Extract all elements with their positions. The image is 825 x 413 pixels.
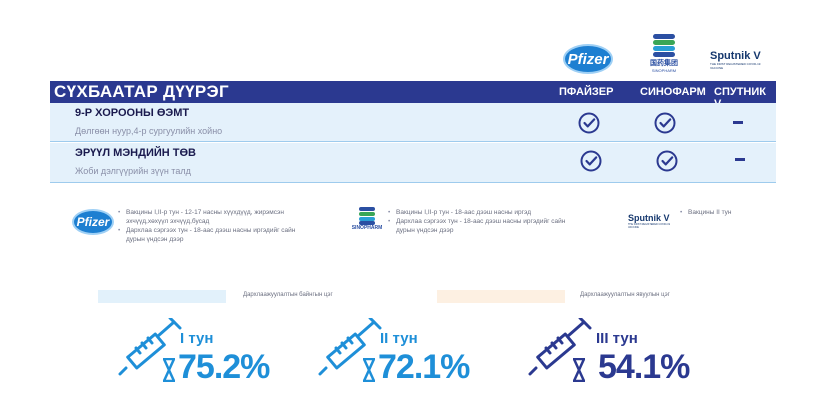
pfizer-info-item: Вакцины I,II-р тун - 12-17 насны хүүхдүү…	[118, 208, 308, 226]
legend-label-permanent: Дархлаажуулалтын байнгын цэг	[243, 292, 333, 298]
pfizer-logo-small: Pfizer	[72, 209, 114, 235]
hourglass-icon	[162, 358, 176, 382]
sinopharm-mark-icon	[653, 34, 675, 58]
dose-1-percent: 75.2%	[178, 348, 270, 386]
table-header: СҮХБААТАР ДҮҮРЭГ ПФАЙЗЕР СИНОФАРМ СПУТНИ…	[50, 81, 776, 110]
sputnik-logo: Sputnik V THE FIRST REGISTERED COVID-19 …	[710, 50, 772, 70]
district-title: СҮХБААТАР ДҮҮРЭГ	[54, 82, 229, 101]
location-address: Жоби дэлгүүрийн зүүн талд	[75, 166, 191, 176]
legend-swatch-mobile	[437, 290, 565, 303]
syringe-icon	[528, 318, 592, 376]
sinopharm-logo: 国药集团 SINOPHARM	[644, 34, 684, 76]
syringe-icon	[118, 318, 182, 376]
location-name: 9-Р ХОРООНЫ ӨЭМТ	[75, 107, 190, 119]
sputnik-logo-small-sub: THE FIRST REGISTERED COVID-19 VACCINE	[628, 223, 671, 229]
syringe-icon	[318, 318, 382, 376]
sputnik-logo-small-text: Sputnik V	[628, 213, 670, 223]
dose-3-percent: 54.1%	[598, 348, 690, 386]
location-address: Дөлгөөн нуур,4-р сургуулийн хойно	[75, 126, 223, 136]
legend-label-mobile: Дархлаажуулалтын явуулын цэг	[580, 292, 670, 298]
pfizer-logo-small-text: Pfizer	[76, 215, 110, 229]
column-sinopharm: СИНОФАРМ	[640, 86, 706, 98]
location-name: ЭРҮҮЛ МЭНДИЙН ТӨВ	[75, 147, 196, 159]
sputnik-logo-text: Sputnik V	[710, 50, 761, 62]
sputnik-logo-sub: THE FIRST REGISTERED COVID-19 VACCINE	[710, 62, 761, 70]
sinopharm-info-item: Дархлаа сэргээх тун - 18-аас дээш насны …	[388, 217, 568, 235]
dose-1-block: I тун 75.2%	[118, 318, 278, 388]
sputnik-info-list: Вакцины II тун	[680, 208, 770, 217]
pfizer-info-item: Дархлаа сэргээх тун - 18-аас дээш насны …	[118, 226, 308, 244]
dose-3-block: III тун 54.1%	[528, 318, 690, 388]
sinopharm-logo-small: SINOPHARM	[350, 207, 384, 231]
pfizer-logo: Pfizer	[563, 44, 613, 74]
dose-1-label: I тун	[180, 330, 214, 347]
dose-2-label: II тун	[380, 330, 418, 347]
check-circle-icon	[654, 112, 676, 134]
dose-3-label: III тун	[596, 330, 638, 347]
sinopharm-logo-cn: 国药集团	[650, 60, 678, 67]
sinopharm-info-item: Вакцины I,II-р тун - 18-аас дээш насны и…	[388, 208, 568, 217]
sinopharm-logo-en: SINOPHARM	[651, 68, 677, 73]
sputnik-logo-small: Sputnik V THE FIRST REGISTERED COVID-19 …	[628, 213, 678, 229]
sinopharm-logo-small-text: SINOPHARM	[351, 225, 383, 231]
hourglass-icon	[572, 358, 586, 382]
pfizer-logo-text: Pfizer	[567, 50, 609, 68]
pfizer-info-list: Вакцины I,II-р тун - 12-17 насны хүүхдүү…	[118, 208, 308, 244]
dose-2-percent: 72.1%	[378, 348, 470, 386]
not-available-dash-icon	[735, 158, 745, 161]
sinopharm-info-list: Вакцины I,II-р тун - 18-аас дээш насны и…	[388, 208, 568, 235]
hourglass-icon	[362, 358, 376, 382]
sinopharm-mark-icon	[359, 207, 375, 225]
check-circle-icon	[578, 112, 600, 134]
sputnik-info-item: Вакцины II тун	[680, 208, 770, 217]
check-circle-icon	[656, 150, 678, 172]
column-pfizer: ПФАЙЗЕР	[559, 86, 614, 98]
table-row: 9-Р ХОРООНЫ ӨЭМТ Дөлгөөн нуур,4-р сургуу…	[50, 103, 776, 142]
dose-2-block: II тун 72.1%	[318, 318, 478, 388]
table-row: ЭРҮҮЛ МЭНДИЙН ТӨВ Жоби дэлгүүрийн зүүн т…	[50, 143, 776, 183]
legend-swatch-permanent	[98, 290, 226, 303]
check-circle-icon	[580, 150, 602, 172]
not-available-dash-icon	[733, 121, 743, 124]
